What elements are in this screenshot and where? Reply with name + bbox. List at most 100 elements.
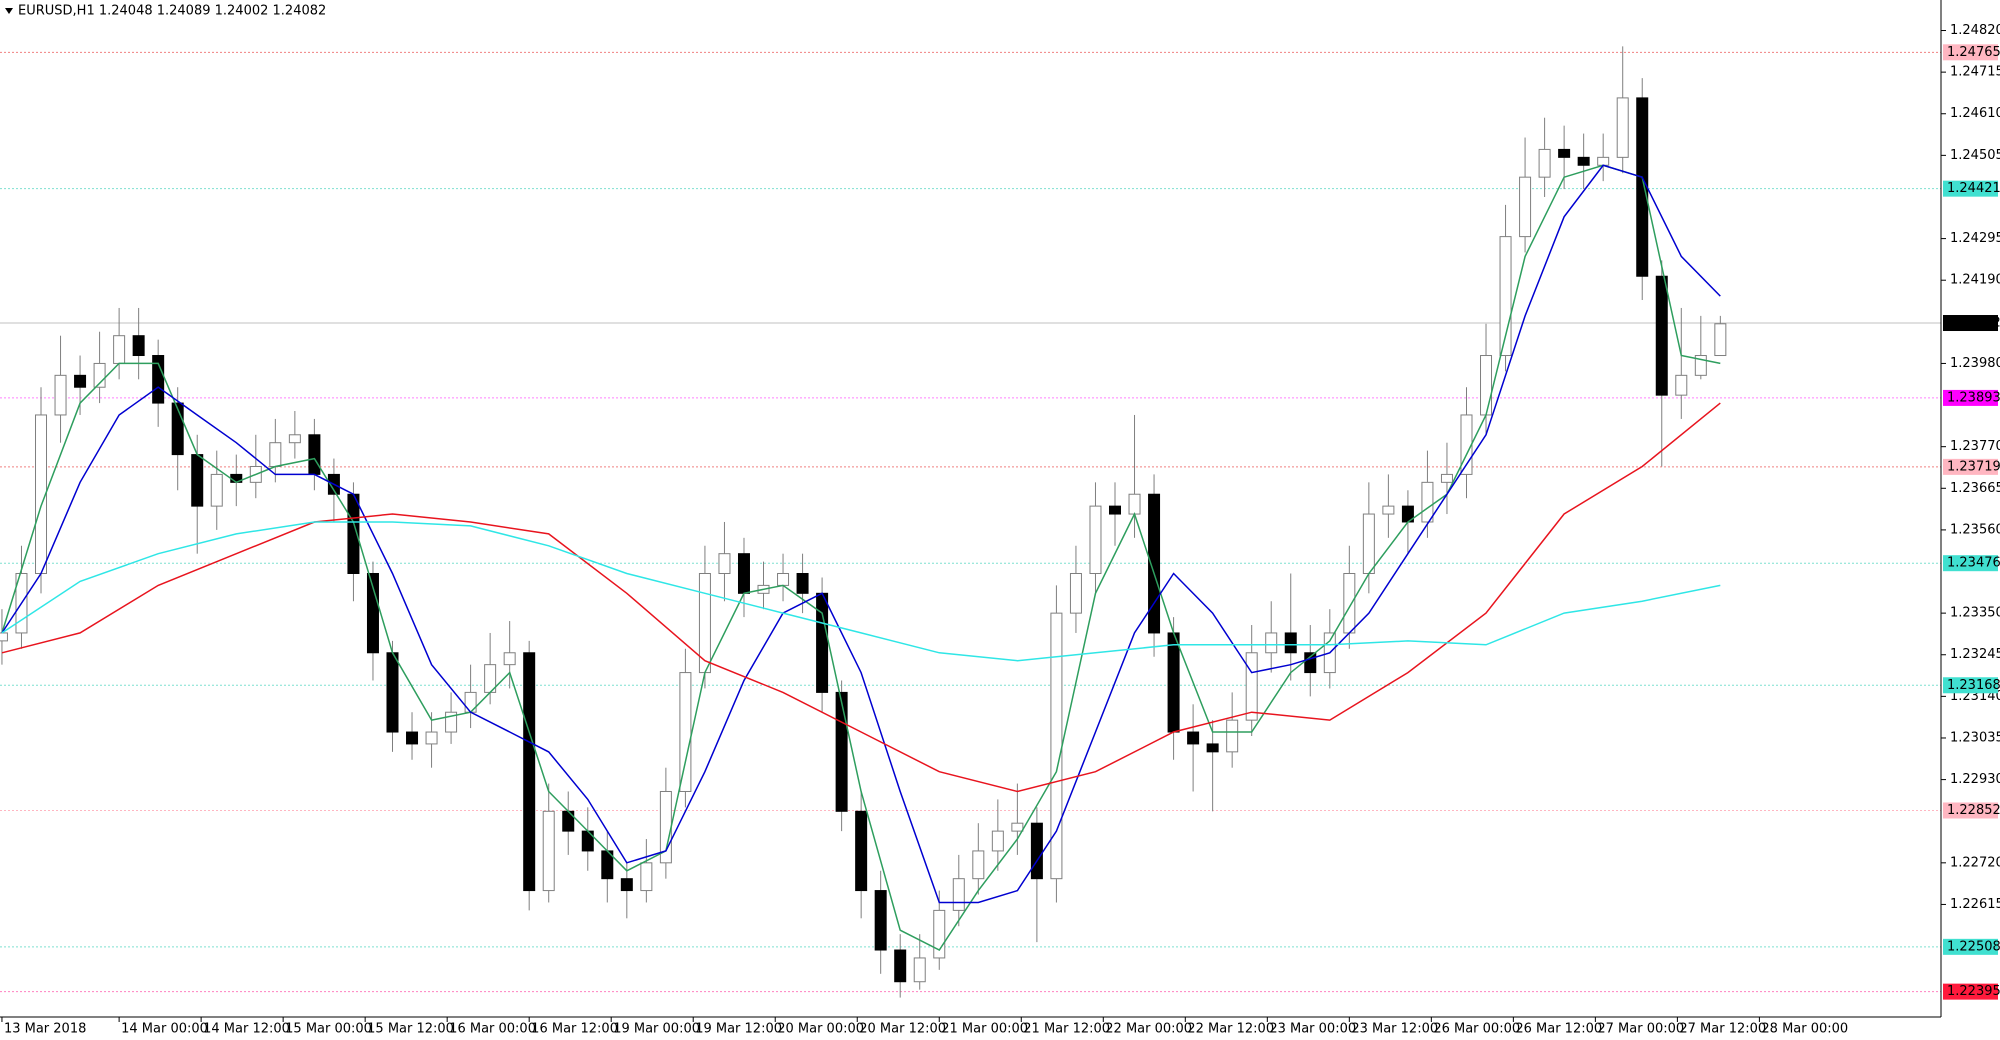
level-label-box	[1943, 180, 1998, 197]
x-tick-label: 26 Mar 00:00	[1433, 1022, 1520, 1037]
level-label-box	[1943, 389, 1998, 406]
x-tick-label: 27 Mar 12:00	[1679, 1022, 1766, 1037]
level-label: 1.24765	[1947, 45, 2000, 60]
candle-body	[1558, 148, 1571, 158]
x-tick-label: 14 Mar 12:00	[203, 1022, 290, 1037]
candle-body	[386, 652, 399, 733]
x-tick-label: 28 Mar 00:00	[1761, 1022, 1848, 1037]
x-tick-label: 22 Mar 00:00	[1105, 1022, 1192, 1037]
level-label: 1.23719	[1947, 459, 2000, 474]
level-label-box	[1943, 938, 1998, 955]
current-price-label: 1.24082	[1947, 316, 2000, 331]
y-tick-label: 1.23665	[1950, 481, 2000, 496]
candle-body	[1030, 822, 1043, 880]
x-tick-label: 23 Mar 00:00	[1269, 1022, 1356, 1037]
candle-body	[1616, 97, 1629, 158]
candle-body	[1265, 632, 1278, 654]
candle-body	[1187, 731, 1200, 745]
x-tick-label: 20 Mar 00:00	[777, 1022, 864, 1037]
candle-body	[406, 731, 419, 745]
candle-body	[855, 810, 868, 892]
candle-body	[288, 434, 301, 444]
ma-line	[1, 164, 1721, 951]
x-tick-label: 22 Mar 12:00	[1187, 1022, 1274, 1037]
x-tick-label: 15 Mar 00:00	[285, 1022, 372, 1037]
candle-body	[523, 652, 536, 892]
level-label-box	[1943, 44, 1998, 61]
x-tick-label: 14 Mar 00:00	[121, 1022, 208, 1037]
candle-body	[503, 652, 516, 666]
candle-body	[737, 553, 750, 594]
y-tick-label: 1.23035	[1950, 730, 2000, 745]
candle-body	[1343, 572, 1356, 634]
candle-body	[1226, 719, 1239, 753]
y-tick-label: 1.23770	[1950, 439, 2000, 454]
candle-body	[1109, 505, 1122, 515]
ma-line	[1, 402, 1721, 793]
candle-body	[132, 335, 145, 357]
x-tick-label: 13 Mar 2018	[4, 1022, 86, 1037]
candle-body	[210, 473, 223, 507]
candle-body	[1128, 493, 1141, 515]
candle-body	[1636, 97, 1649, 277]
x-tick-label: 26 Mar 12:00	[1515, 1022, 1602, 1037]
candle-body	[1069, 572, 1082, 614]
candle-body	[1675, 374, 1688, 396]
y-tick-label: 1.23245	[1950, 647, 2000, 662]
level-label: 1.22508	[1947, 939, 2000, 954]
candle-body	[1519, 176, 1532, 238]
candle-body	[1440, 473, 1453, 483]
x-tick-label: 21 Mar 00:00	[941, 1022, 1028, 1037]
candle-body	[1011, 822, 1024, 832]
candle-body	[972, 850, 985, 880]
candle-body	[269, 442, 282, 467]
x-tick-label: 15 Mar 12:00	[367, 1022, 454, 1037]
level-label-box	[1943, 458, 1998, 475]
candle-body	[152, 355, 165, 404]
candle-body	[171, 402, 184, 456]
x-tick-label: 19 Mar 00:00	[613, 1022, 700, 1037]
y-tick-label: 1.24505	[1950, 148, 2000, 163]
y-tick-label: 1.22615	[1950, 897, 2000, 912]
candle-body	[0, 632, 8, 642]
level-label-box	[1943, 677, 1998, 694]
candle-body	[1382, 505, 1395, 515]
candle-body	[308, 434, 321, 475]
x-tick-label: 20 Mar 12:00	[859, 1022, 946, 1037]
level-label-box	[1943, 983, 1998, 1000]
candle-body	[54, 374, 67, 416]
candle-body	[777, 572, 790, 586]
level-label-box	[1943, 802, 1998, 819]
level-label-box	[1943, 555, 1998, 572]
candle-body	[1362, 513, 1375, 574]
candle-body	[1499, 236, 1512, 357]
ma-line	[1, 164, 1721, 904]
chart-title: EURUSD,H1 1.24048 1.24089 1.24002 1.2408…	[18, 4, 326, 19]
candle-body	[1304, 652, 1317, 674]
candle-body	[894, 949, 907, 983]
candle-body	[445, 711, 458, 733]
ma-line	[1, 521, 1721, 662]
candle-body	[933, 909, 946, 959]
candle-body	[679, 672, 692, 792]
candle-body	[93, 362, 106, 388]
candle-body	[1577, 156, 1590, 166]
y-tick-label: 1.23560	[1950, 522, 2000, 537]
candle-body	[718, 553, 731, 574]
x-tick-label: 27 Mar 00:00	[1597, 1022, 1684, 1037]
axis-panel	[1941, 0, 2000, 1040]
y-tick-label: 1.24715	[1950, 65, 2000, 80]
candle-body	[1284, 632, 1297, 654]
candle-body	[1148, 493, 1161, 634]
y-tick-label: 1.23350	[1950, 606, 2000, 621]
candle-body	[1597, 156, 1610, 166]
candle-body	[874, 890, 887, 951]
y-tick-label: 1.22720	[1950, 855, 2000, 870]
candle-body	[1538, 148, 1551, 178]
menu-arrow[interactable]	[5, 8, 13, 14]
candle-body	[952, 878, 965, 911]
candle-body	[1206, 743, 1219, 753]
candle-body	[366, 572, 379, 654]
